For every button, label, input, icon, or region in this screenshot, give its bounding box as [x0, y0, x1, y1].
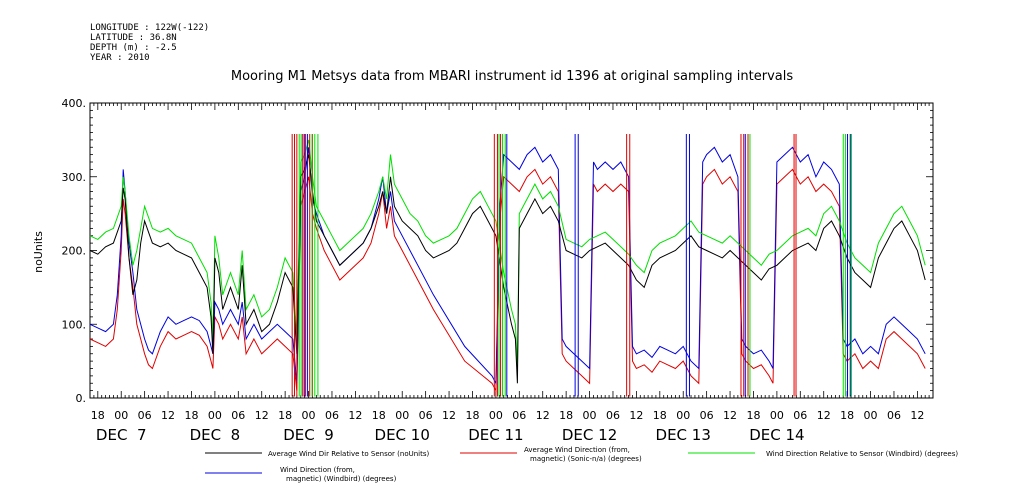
plot-frame [89, 102, 934, 399]
meta-year: YEAR : 2010 [90, 53, 150, 63]
x-day-label: DEC 11 [468, 426, 523, 444]
x-tick-label: 18 [465, 409, 479, 422]
legend-label-wind-mag-1: Wind Direction (from, [280, 466, 355, 474]
series-line-avg-mag [89, 168, 926, 393]
x-tick-label: 18 [746, 409, 760, 422]
x-tick-label: 18 [184, 409, 198, 422]
legend-label-avg-mag-1: Average Wind Direction (from, [524, 446, 630, 454]
x-tick-label: 06 [138, 409, 152, 422]
x-tick-label: 12 [723, 409, 737, 422]
legend-label-wind-rel: Wind Direction Relative to Sensor (Windb… [766, 450, 958, 458]
series-line-wind-rel [89, 139, 926, 369]
series-line-wind-mag [89, 146, 926, 386]
x-day-label: DEC 14 [749, 426, 804, 444]
meta-depth: DEPTH (m) : -2.5 [90, 43, 177, 53]
legend: Average Wind Dir Relative to Sensor (noU… [205, 446, 958, 483]
x-tick-label: 06 [793, 409, 807, 422]
x-tick-label: 06 [325, 409, 339, 422]
y-tick-label: 100. [62, 318, 87, 331]
x-tick-label: 00 [114, 409, 128, 422]
x-day-label: DEC 9 [283, 426, 334, 444]
x-day-label: DEC 12 [562, 426, 617, 444]
plot-area: 0. 100. 200. 300. 400. 18 00 06 12 18 00 06 12 18 00 06… [62, 97, 934, 444]
x-tick-label: 06 [419, 409, 433, 422]
x-tick-label: 00 [208, 409, 222, 422]
x-tick-label: 12 [161, 409, 175, 422]
y-tick-label: 300. [62, 171, 87, 184]
x-tick-label: 06 [887, 409, 901, 422]
x-tick-label: 06 [512, 409, 526, 422]
x-tick-label: 00 [583, 409, 597, 422]
y-axis-label: noUnits [32, 231, 45, 273]
x-tick-label: 12 [442, 409, 456, 422]
x-tick-label: 06 [231, 409, 245, 422]
x-tick-label: 18 [91, 409, 105, 422]
x-tick-label: 18 [278, 409, 292, 422]
legend-label-wind-mag-2: magnetic) (Windbird) (degrees) [286, 475, 397, 483]
x-day-label: DEC 13 [656, 426, 711, 444]
x-tick-label: 12 [817, 409, 831, 422]
meta-longitude: LONGITUDE : 122W(-122) [90, 23, 209, 33]
x-tick-label: 12 [536, 409, 550, 422]
x-tick-label: 06 [606, 409, 620, 422]
meta-latitude: LATITUDE : 36.8N [90, 33, 177, 43]
y-tick-label: 0. [76, 392, 87, 405]
legend-label-avg-rel: Average Wind Dir Relative to Sensor (noU… [268, 450, 429, 458]
x-day-label: DEC 8 [190, 426, 241, 444]
x-tick-label: 00 [864, 409, 878, 422]
x-tick-label: 00 [489, 409, 503, 422]
x-tick-label: 18 [372, 409, 386, 422]
x-tick-label: 12 [348, 409, 362, 422]
x-tick-label: 18 [559, 409, 573, 422]
legend-label-avg-mag-2: magnetic) (Sonic-n/a) (degrees) [530, 455, 642, 463]
x-tick-label: 12 [910, 409, 924, 422]
x-tick-label: 00 [676, 409, 690, 422]
x-tick-label: 18 [653, 409, 667, 422]
y-tick-label: 200. [62, 245, 87, 258]
chart-title: Mooring M1 Metsys data from MBARI instru… [231, 69, 793, 84]
x-tick-label: 18 [840, 409, 854, 422]
x-tick-label: 12 [629, 409, 643, 422]
x-tick-label: 06 [700, 409, 714, 422]
x-tick-label: 00 [302, 409, 316, 422]
y-tick-label: 400. [62, 97, 87, 110]
x-day-label: DEC 7 [96, 426, 147, 444]
series-line-avg-rel [89, 154, 926, 384]
x-tick-label: 00 [770, 409, 784, 422]
x-tick-label: 00 [395, 409, 409, 422]
x-day-label: DEC 10 [375, 426, 430, 444]
x-tick-label: 12 [255, 409, 269, 422]
